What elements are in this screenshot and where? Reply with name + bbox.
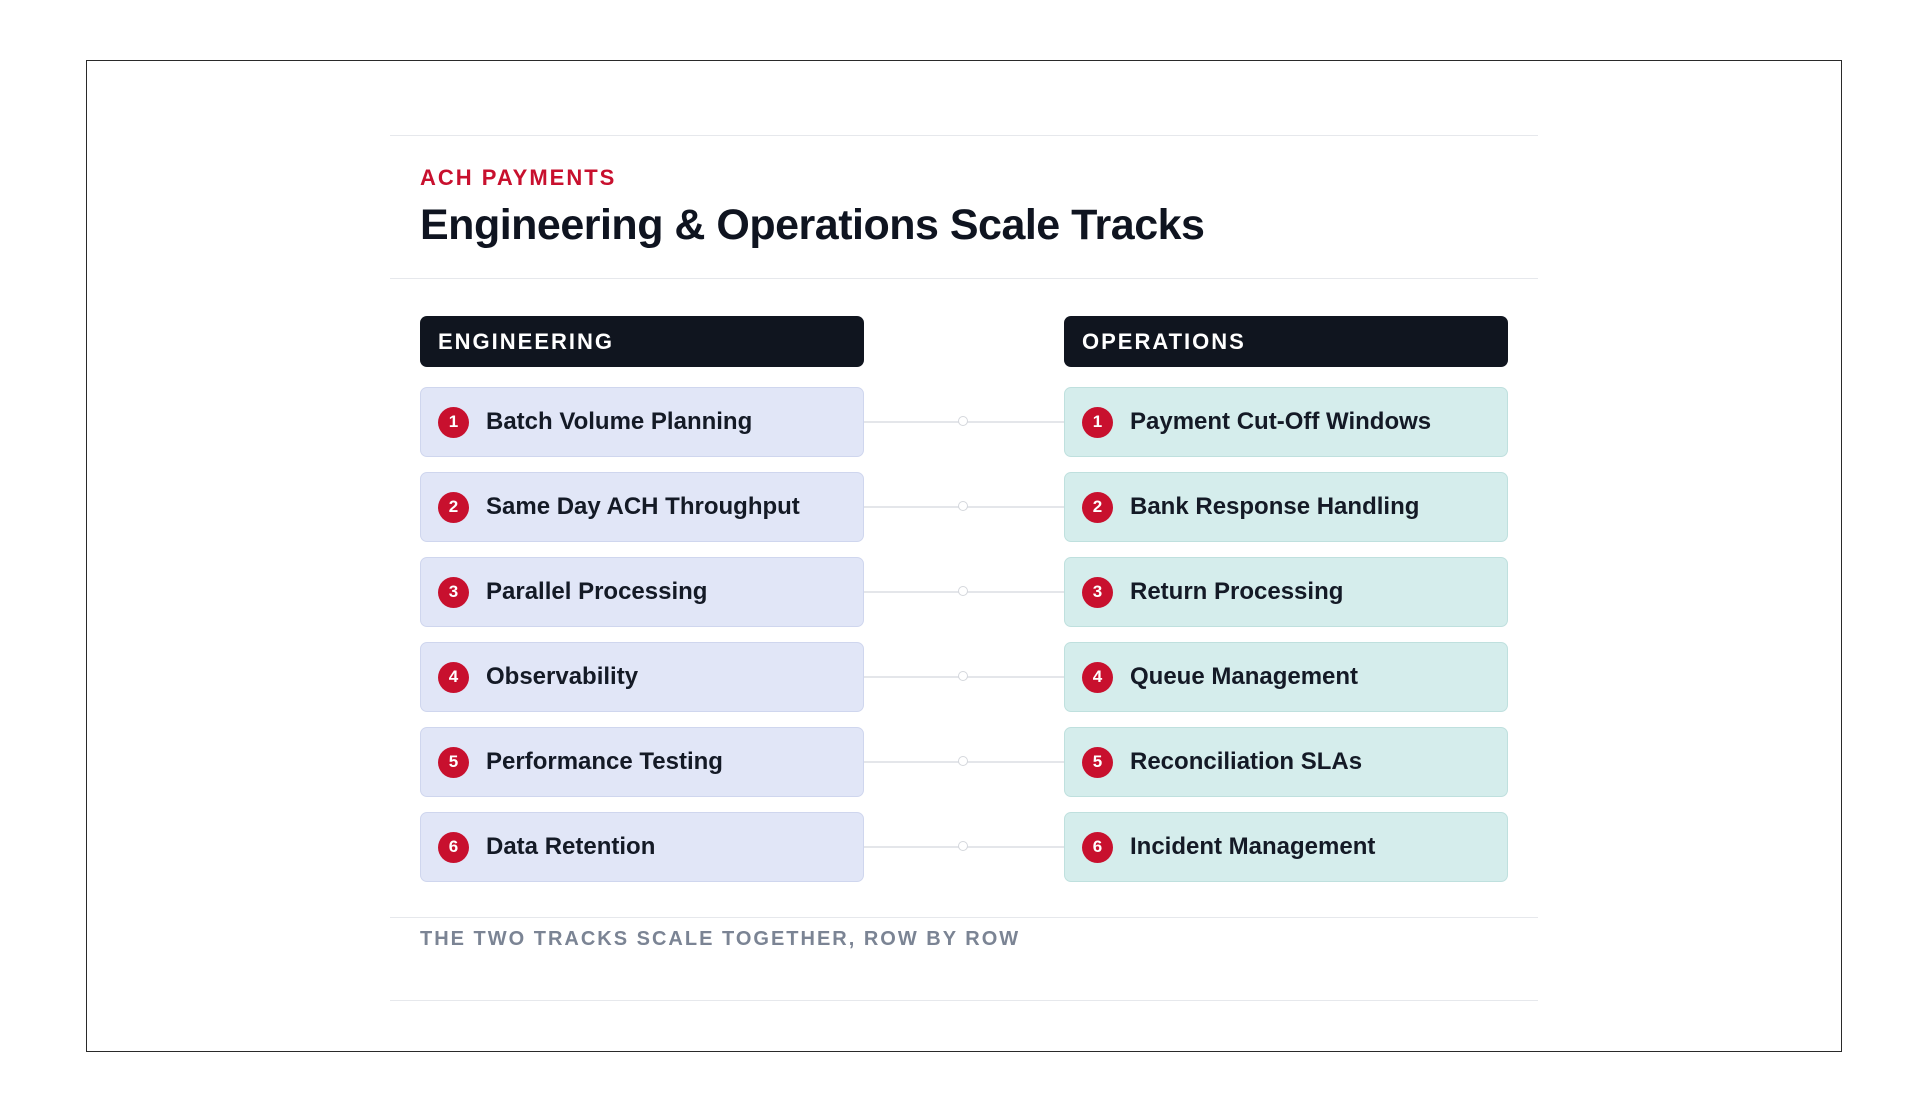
operations-item-5: 5 Reconciliation SLAs — [1064, 727, 1508, 797]
engineering-item-6: 6 Data Retention — [420, 812, 864, 882]
connector-node — [958, 671, 968, 681]
connector-node — [958, 501, 968, 511]
engineering-item-4: 4 Observability — [420, 642, 864, 712]
engineering-item-1: 1 Batch Volume Planning — [420, 387, 864, 457]
eyebrow-label: ACH PAYMENTS — [420, 165, 617, 190]
row-connector-2 — [864, 501, 1064, 511]
operations-column-header: OPERATIONS — [1064, 316, 1508, 367]
operations-item-3: 3 Return Processing — [1064, 557, 1508, 627]
step-number-badge: 1 — [438, 406, 469, 438]
step-number-badge: 3 — [438, 576, 469, 608]
engineering-item-label: Observability — [486, 663, 639, 690]
step-number-badge: 4 — [1082, 661, 1113, 693]
step-number-badge: 3 — [1082, 576, 1113, 608]
step-number-badge: 5 — [1082, 746, 1113, 778]
operations-item-2: 2 Bank Response Handling — [1064, 472, 1508, 542]
step-number-badge: 2 — [438, 491, 469, 523]
footer-caption: THE TWO TRACKS SCALE TOGETHER, ROW BY RO… — [420, 928, 1021, 950]
operations-item-6: 6 Incident Management — [1064, 812, 1508, 882]
step-number-badge: 5 — [438, 746, 469, 778]
step-number-badge: 6 — [1082, 831, 1113, 863]
step-number-badge: 6 — [438, 831, 469, 863]
slide-content: ACH PAYMENTS Engineering & Operations Sc… — [390, 135, 1538, 1001]
step-number-badge: 4 — [438, 661, 469, 693]
engineering-item-label: Performance Testing — [486, 748, 723, 775]
slide-frame — [86, 60, 1842, 1052]
operations-item-4: 4 Queue Management — [1064, 642, 1508, 712]
engineering-item-5: 5 Performance Testing — [420, 727, 864, 797]
operations-item-label: Payment Cut-Off Windows — [1130, 408, 1432, 435]
engineering-column-header: ENGINEERING — [420, 316, 864, 367]
operations-item-label: Return Processing — [1130, 578, 1344, 605]
engineering-item-label: Batch Volume Planning — [486, 408, 753, 435]
connector-node — [958, 841, 968, 851]
title-divider — [390, 278, 1538, 279]
operations-item-label: Queue Management — [1130, 663, 1359, 690]
connector-node — [958, 756, 968, 766]
top-divider — [390, 135, 1538, 136]
tracks-diagram: 1 Batch Volume Planning 1 Payment Cut-Off W… — [390, 135, 1538, 1001]
operations-item-label: Bank Response Handling — [1130, 493, 1420, 520]
operations-item-1: 1 Payment Cut-Off Windows — [1064, 387, 1508, 457]
engineering-item-2: 2 Same Day ACH Throughput — [420, 472, 864, 542]
connector-node — [958, 416, 968, 426]
row-connector-1 — [864, 416, 1064, 426]
operations-item-label: Incident Management — [1130, 833, 1376, 860]
bottom-divider — [390, 1000, 1538, 1001]
row-connector-5 — [864, 756, 1064, 766]
row-connector-4 — [864, 671, 1064, 681]
engineering-item-label: Same Day ACH Throughput — [486, 493, 800, 520]
footer-divider — [390, 917, 1538, 918]
engineering-item-label: Data Retention — [486, 833, 656, 860]
page-title: Engineering & Operations Scale Tracks — [420, 201, 1205, 249]
row-connector-3 — [864, 586, 1064, 596]
step-number-badge: 1 — [1082, 406, 1113, 438]
step-number-badge: 2 — [1082, 491, 1113, 523]
engineering-item-label: Parallel Processing — [486, 578, 708, 605]
row-connector-6 — [864, 841, 1064, 851]
operations-item-label: Reconciliation SLAs — [1130, 748, 1363, 775]
engineering-item-3: 3 Parallel Processing — [420, 557, 864, 627]
connector-node — [958, 586, 968, 596]
